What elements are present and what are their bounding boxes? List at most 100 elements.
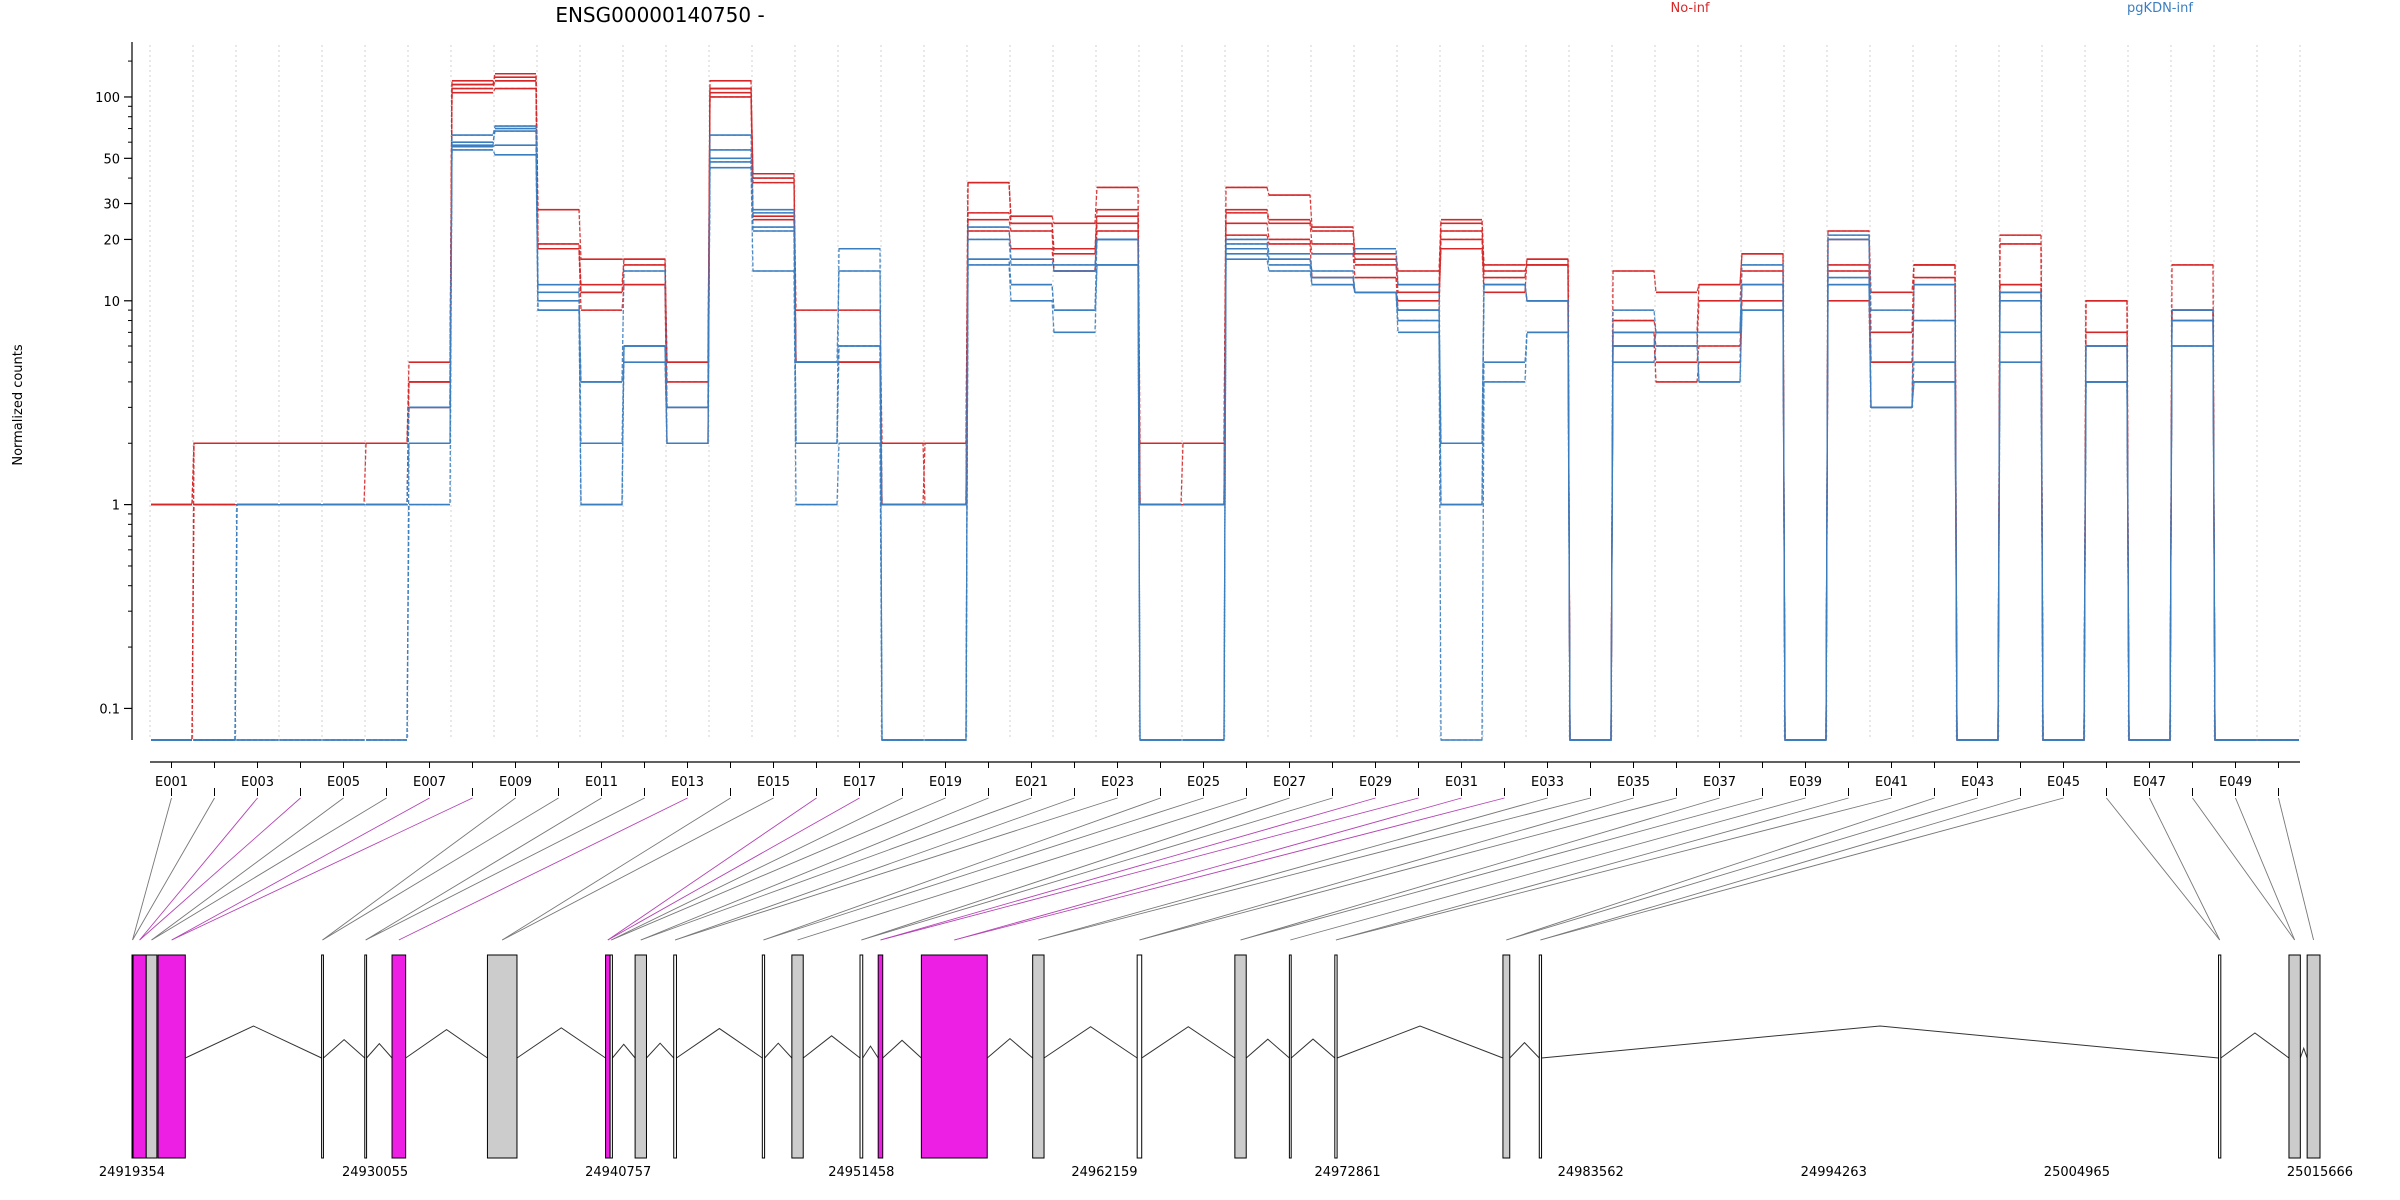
x-tick-label: E007 [413, 775, 446, 790]
genomic-coordinate: 24919354 [99, 1165, 165, 1180]
exon-connector [322, 797, 516, 941]
exon-connector [763, 797, 1161, 941]
exon-connector [132, 797, 215, 941]
exon-connector [2149, 797, 2221, 941]
intron-line [764, 1042, 793, 1059]
intron-line [986, 1037, 1033, 1059]
exon-connector [151, 797, 387, 941]
exon-connector [1290, 797, 1806, 941]
intron-line [882, 1039, 922, 1059]
legend-no-inf: No-inf [1670, 1, 1709, 16]
x-tick-label: E023 [1101, 775, 1134, 790]
x-tick-label: E043 [1961, 775, 1994, 790]
exon-connector [365, 797, 602, 941]
x-tick-label: E019 [929, 775, 962, 790]
x-tick-label: E017 [843, 775, 876, 790]
intron-line [2299, 1046, 2308, 1059]
exon-connector [322, 797, 559, 941]
x-tick-label: E033 [1531, 775, 1564, 790]
genomic-coordinate: 24994263 [1801, 1165, 1867, 1180]
exon-connector [139, 797, 258, 941]
exon-block [2288, 954, 2301, 1159]
exon-block-highlighted [605, 954, 611, 1159]
exon-connector [139, 797, 301, 941]
genomic-coordinate: 24930055 [342, 1165, 408, 1180]
exon-connector [1506, 797, 1978, 941]
exon-block [761, 954, 766, 1159]
exon-connector [1038, 797, 1548, 941]
intron-line [862, 1045, 879, 1059]
x-tick-label: E027 [1273, 775, 1306, 790]
exon-connector [1139, 797, 1677, 941]
series-layer [151, 72, 2299, 741]
intron-line [366, 1042, 393, 1059]
y-tick-label: 20 [103, 233, 120, 248]
y-tick-label: 100 [95, 91, 120, 106]
exon-connector [501, 797, 731, 941]
exon-block [1538, 954, 1543, 1159]
exon-connector [1240, 797, 1720, 941]
exon-connector [607, 797, 860, 941]
exon-connector [2106, 797, 2221, 941]
exon-block [321, 954, 324, 1159]
x-tick-label: E049 [2219, 775, 2252, 790]
exon-block [1032, 954, 1045, 1159]
exon-connector [2278, 797, 2315, 941]
intron-line [676, 1027, 763, 1059]
exon-connector [1038, 797, 1591, 941]
intron-line [612, 1043, 636, 1059]
x-tick-label: E029 [1359, 775, 1392, 790]
exon-block [634, 954, 647, 1159]
genomic-coordinate: 24983562 [1558, 1165, 1624, 1180]
exon-connector [880, 797, 1376, 941]
intron-line [1541, 1025, 2219, 1059]
exon-connector [151, 797, 344, 941]
exon-connector [1240, 797, 1763, 941]
genomic-coordinate: 24951458 [828, 1165, 894, 1180]
exon-block-highlighted [391, 954, 407, 1159]
exon-connector [954, 797, 1462, 941]
exon-connector [1335, 797, 1892, 941]
intron-line [516, 1027, 606, 1059]
exon-block [1288, 954, 1292, 1159]
chart-title: ENSG00000140750 - [555, 3, 764, 27]
exon-connector [640, 797, 989, 941]
exon-connector [861, 797, 1290, 941]
genomic-coordinate: 24940757 [585, 1165, 651, 1180]
intron-line [646, 1042, 675, 1059]
intron-line [185, 1025, 322, 1059]
x-tick-label: E045 [2047, 775, 2080, 790]
exon-connector [1540, 797, 2021, 941]
x-tick-label: E005 [327, 775, 360, 790]
exon-connector [1540, 797, 2064, 941]
x-tick-label: E039 [1789, 775, 1822, 790]
x-tick-label: E031 [1445, 775, 1478, 790]
intron-line [1245, 1038, 1290, 1059]
exon-connector [640, 797, 1032, 941]
intron-line [1290, 1038, 1336, 1059]
exon-connector [861, 797, 1333, 941]
intron-line [1509, 1041, 1540, 1059]
legend-pgkdn-inf: pgKDN-inf [2127, 1, 2193, 16]
x-tick-label: E003 [241, 775, 274, 790]
x-tick-label: E009 [499, 775, 532, 790]
y-tick-label: 30 [103, 198, 120, 213]
exon-grid [149, 45, 2301, 740]
exon-block-highlighted [877, 954, 884, 1159]
exon-connector [132, 797, 172, 941]
exon-connector [398, 797, 688, 941]
gene-model: 24919354 24930055 24940757 24951458 24962159… [99, 954, 2353, 1180]
exon-block [1502, 954, 1511, 1159]
genomic-coordinate: 25004965 [2044, 1165, 2110, 1180]
exon-connector [2235, 797, 2296, 941]
y-tick-label: 10 [103, 295, 120, 310]
exon-connector [763, 797, 1204, 941]
exon-block [1334, 954, 1338, 1159]
exon-connectors [132, 797, 2315, 941]
x-tick-label: E021 [1015, 775, 1048, 790]
x-tick-label: E013 [671, 775, 704, 790]
exon-block-highlighted [157, 954, 186, 1159]
exon-connector [954, 797, 1505, 941]
exon-block [2306, 954, 2321, 1159]
x-tick-label: E047 [2133, 775, 2166, 790]
